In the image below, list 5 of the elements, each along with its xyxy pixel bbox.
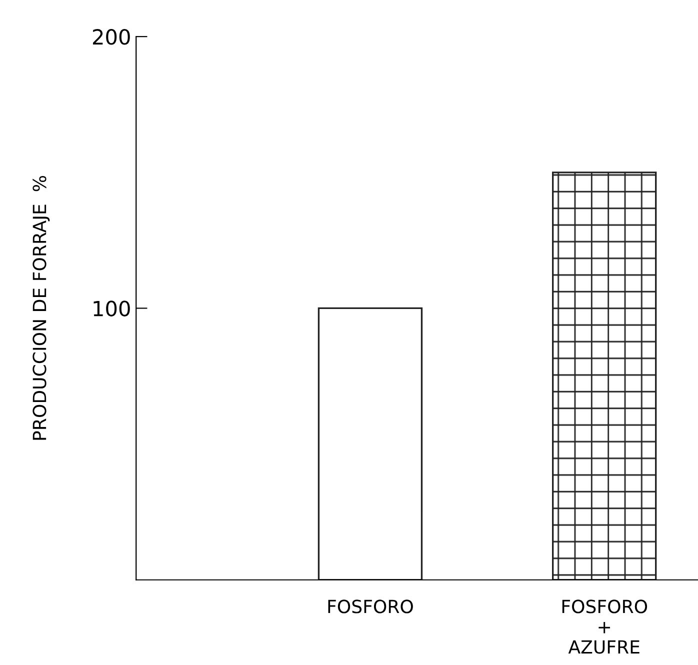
y-tick-label: 100	[94, 300, 130, 316]
y-axis-title: PRODUCCION DE FORRAJE %	[32, 176, 50, 440]
x-tick-label: FOSFORO	[328, 600, 413, 614]
y-tick-label: 200	[93, 29, 130, 45]
x-tick-label: FOSFORO + AZUFRE	[562, 600, 648, 654]
